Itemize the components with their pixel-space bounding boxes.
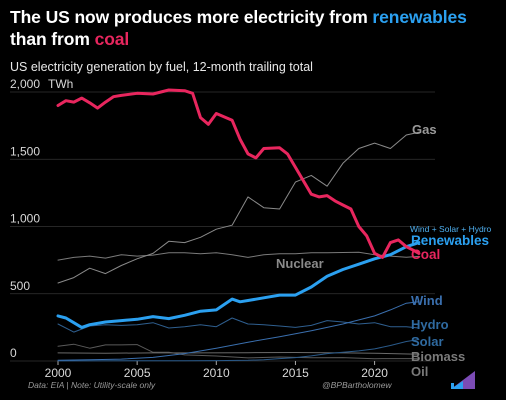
series-line-solar	[57, 339, 420, 362]
series-label-biomass: Biomass	[411, 349, 465, 364]
brand-logo-icon	[451, 371, 475, 389]
title-highlight-coal: coal	[94, 29, 130, 49]
series-label-nuclear: Nuclear	[276, 256, 324, 271]
title-text-1: The US now produces more electricity fro…	[10, 7, 373, 27]
series-line-nuclear	[57, 251, 420, 261]
series-line-wind	[57, 301, 420, 361]
y-tick-label: 1,000	[10, 212, 40, 226]
series-line-biomass	[57, 352, 420, 355]
series-label-oil: Oil	[411, 364, 428, 379]
series-line-renewables	[56, 241, 421, 329]
series-label-renewables: Renewables	[411, 233, 489, 248]
y-tick-label: 2,000	[10, 77, 40, 91]
chart-title: The US now produces more electricity fro…	[10, 6, 500, 50]
x-tick-label: 2020	[361, 366, 388, 380]
title-highlight-renewables: renewables	[372, 7, 467, 27]
series-line-gas	[57, 131, 420, 284]
source-note: Data: EIA | Note: Utility-scale only	[28, 380, 156, 390]
x-tick-label: 2015	[282, 366, 309, 380]
x-tick-label: 2005	[124, 366, 151, 380]
chart-subtitle: US electricity generation by fuel, 12-mo…	[10, 60, 313, 74]
series-label-gas: Gas	[412, 122, 437, 137]
series-label-solar: Solar	[411, 334, 444, 349]
series-line-hydro	[57, 317, 420, 333]
series-line-coal	[56, 88, 421, 259]
title-text-2: than from	[10, 29, 95, 49]
y-unit-label: TWh	[48, 77, 73, 91]
series-label-wind: Wind	[411, 293, 443, 308]
y-tick-label: 0	[10, 346, 17, 360]
series-line-oil	[57, 343, 420, 360]
series-label-hydro: Hydro	[411, 317, 449, 332]
y-tick-label: 500	[10, 279, 30, 293]
author-credit: @BPBartholomew	[322, 380, 392, 390]
x-tick-label: 2010	[203, 366, 230, 380]
annotation-wind-solar-hydro: Wind + Solar + Hydro	[410, 224, 492, 234]
y-tick-label: 1,500	[10, 144, 40, 158]
x-tick-label: 2000	[45, 366, 72, 380]
series-label-coal: Coal	[411, 247, 440, 262]
